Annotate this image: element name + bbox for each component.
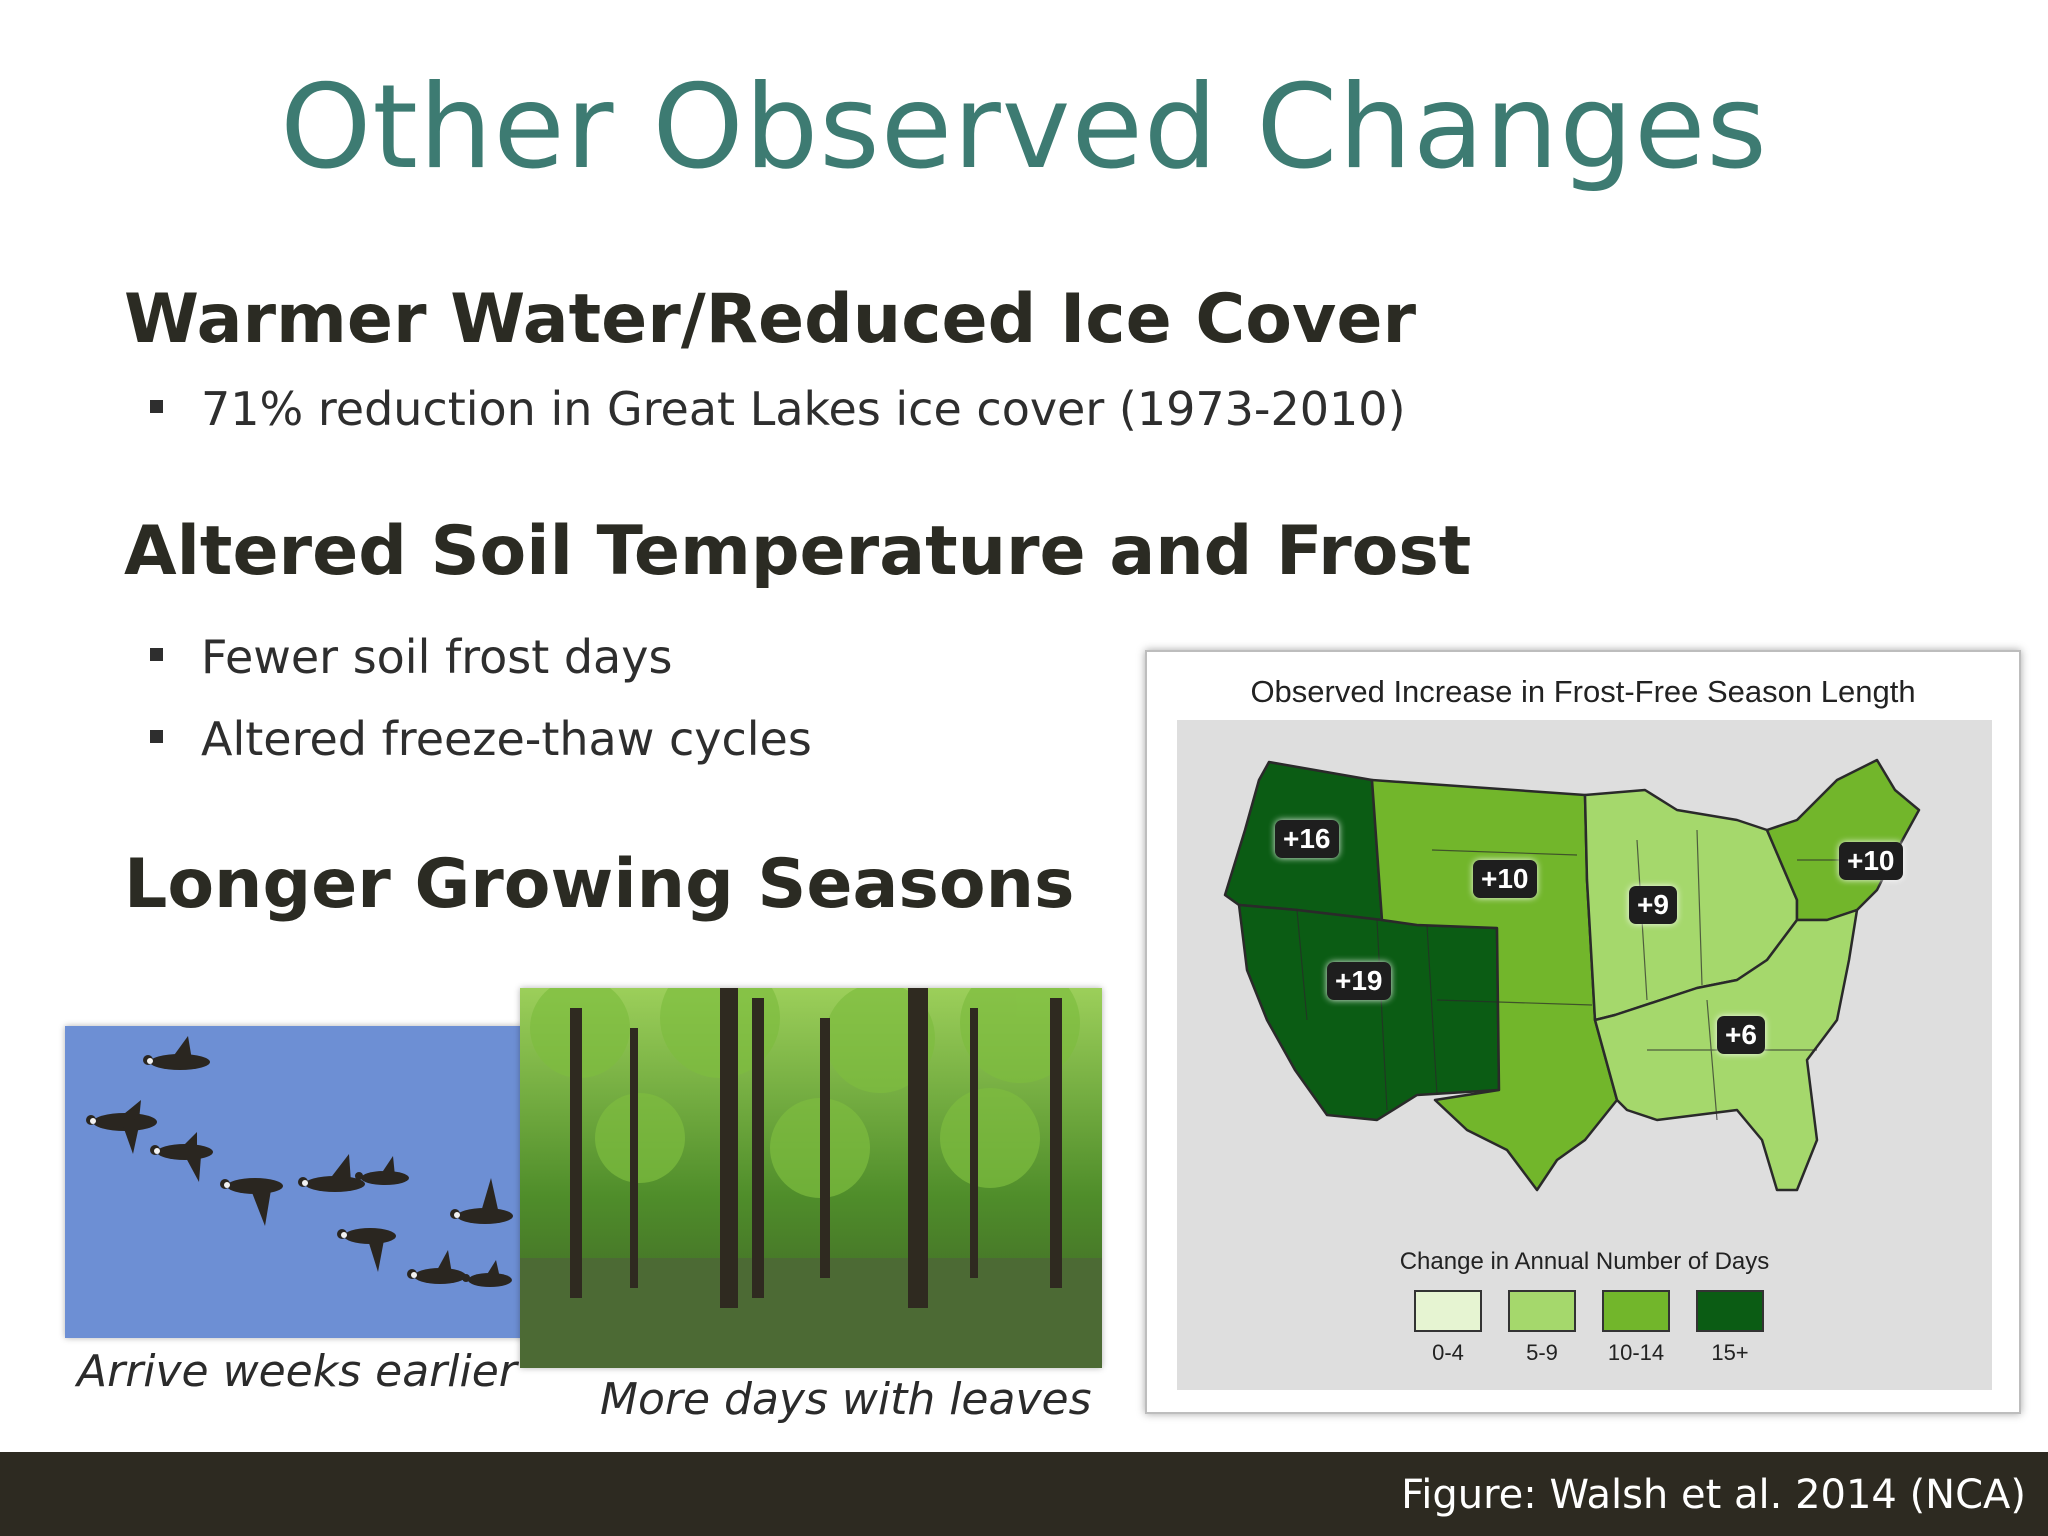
region-label-southeast: +6: [1717, 1016, 1765, 1054]
legend-label: 0-4: [1432, 1340, 1464, 1365]
legend-swatch: [1696, 1290, 1764, 1332]
bullet-square-icon: [150, 648, 163, 661]
region-southwest: [1237, 903, 1501, 1122]
legend-item-15-plus: 15+: [1695, 1290, 1765, 1366]
bullet-square-icon: [150, 730, 163, 743]
legend-item-5-9: 5-9: [1507, 1290, 1577, 1366]
heading-growing-seasons: Longer Growing Seasons: [124, 845, 1075, 924]
legend-swatch: [1508, 1290, 1576, 1332]
legend-swatch: [1414, 1290, 1482, 1332]
map-panel: +16 +10 +9 +10 +19 +6 Change in Annual N…: [1177, 720, 1992, 1390]
region-label-midwest: +9: [1629, 886, 1677, 924]
footer-bar: Figure: Walsh et al. 2014 (NCA): [0, 1452, 2048, 1536]
legend-item-10-14: 10-14: [1601, 1290, 1671, 1366]
legend-item-0-4: 0-4: [1413, 1290, 1483, 1366]
bullet-text: Altered freeze-thaw cycles: [201, 712, 812, 766]
bullet-text: 71% reduction in Great Lakes ice cover (…: [201, 382, 1406, 436]
region-label-northwest: +16: [1275, 820, 1339, 858]
region-label-great-plains: +10: [1473, 860, 1537, 898]
legend-label: 15+: [1711, 1340, 1749, 1365]
frost-free-figure: Observed Increase in Frost-Free Season L…: [1145, 650, 2021, 1414]
bullet-square-icon: [150, 400, 163, 413]
legend-swatch: [1602, 1290, 1670, 1332]
bullet-soil-frost-days: Fewer soil frost days: [150, 630, 672, 684]
geese-photo: [65, 1026, 535, 1338]
legend-label: 5-9: [1526, 1340, 1558, 1365]
slide-title: Other Observed Changes: [280, 60, 1768, 195]
legend-title: Change in Annual Number of Days: [1399, 1248, 1770, 1275]
forest-caption: More days with leaves: [600, 1374, 1092, 1425]
geese-in-flight-icon: [65, 1026, 535, 1338]
heading-soil-frost: Altered Soil Temperature and Frost: [124, 512, 1472, 591]
figure-title: Observed Increase in Frost-Free Season L…: [1250, 674, 1916, 709]
forest-icon: [520, 988, 1102, 1368]
bullet-ice-reduction: 71% reduction in Great Lakes ice cover (…: [150, 382, 1406, 436]
geese-caption: Arrive weeks earlier: [77, 1346, 517, 1397]
heading-ice-cover: Warmer Water/Reduced Ice Cover: [124, 280, 1416, 359]
us-regions-map-icon: [1223, 758, 1921, 1192]
figure-citation: Figure: Walsh et al. 2014 (NCA): [1401, 1472, 2026, 1518]
bullet-freeze-thaw: Altered freeze-thaw cycles: [150, 712, 812, 766]
region-label-southwest: +19: [1327, 962, 1391, 1000]
region-label-northeast: +10: [1839, 842, 1903, 880]
legend-label: 10-14: [1607, 1340, 1665, 1365]
bullet-text: Fewer soil frost days: [201, 630, 673, 684]
forest-photo: [520, 988, 1102, 1368]
